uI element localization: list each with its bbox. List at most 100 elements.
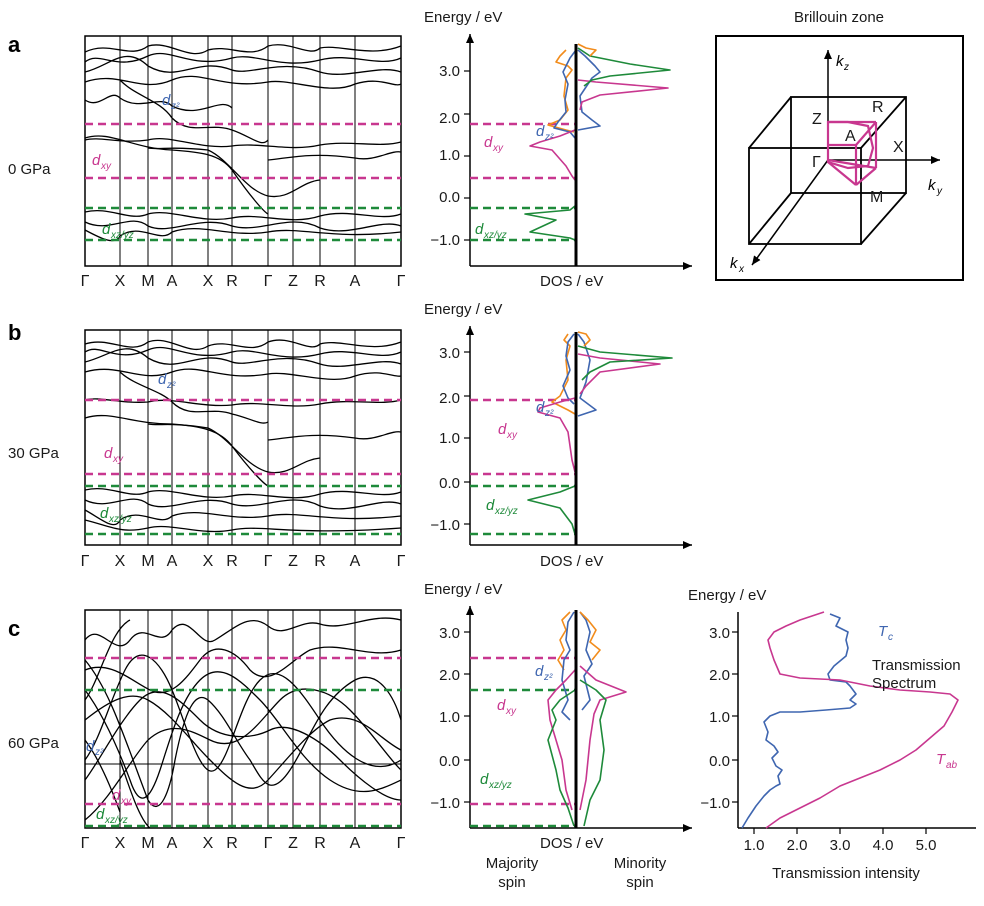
orbital-label-dxzyz-a: d	[102, 221, 111, 238]
ts-x-axis-label: Transmission intensity	[772, 865, 920, 882]
dos-label-dz2-c: d	[535, 663, 544, 680]
bz-title: Brillouin zone	[794, 9, 884, 26]
kpoint-label: Γ	[81, 553, 90, 570]
kpoint-label: A	[350, 273, 361, 290]
orbital-sub-dxy-c: xy	[120, 796, 132, 807]
dos-sub-dxzyz-c: xz/yz	[488, 780, 512, 791]
kpoint-label: X	[203, 835, 214, 852]
dos-axis-label-b: DOS / eV	[540, 553, 603, 570]
ts-y-tick: 0.0	[709, 753, 730, 770]
bz-point-label: X	[893, 139, 904, 156]
band-structure-c: d z² d xy d xz/yz Γ X M A X R Γ Z R A Γ	[81, 609, 406, 852]
kpoint-label: A	[167, 835, 178, 852]
orbital-label-dxy-a: d	[92, 152, 101, 169]
panel-letter-b: b	[8, 320, 21, 345]
dos-label-dxzyz-c: d	[480, 771, 489, 788]
kpoint-label: X	[203, 553, 214, 570]
kpoint-label: R	[314, 273, 326, 290]
ts-title-line1: Transmission	[872, 657, 961, 674]
energy-tick: 1.0	[439, 430, 460, 447]
dos-label-dxy-a: d	[484, 134, 493, 151]
energy-tick: 3.0	[439, 345, 460, 362]
ts-y-tick: −1.0	[700, 795, 730, 812]
energy-axis-label-b: Energy / eV	[424, 301, 502, 318]
bz-kx-label: k	[730, 255, 739, 272]
orbital-label-dxzyz-b: d	[100, 505, 109, 522]
kpoint-label: Z	[288, 553, 298, 570]
bz-ky-label: k	[928, 177, 937, 194]
bz-kz-sub: z	[843, 62, 849, 73]
orbital-sub-dz2-a: z²	[170, 101, 180, 112]
kpoint-label: Γ	[264, 835, 273, 852]
energy-axis-label-a: Energy / eV	[424, 9, 502, 26]
kpoint-label: X	[115, 553, 126, 570]
bz-point-label: A	[845, 128, 856, 145]
panel-a: a 0 GPa	[8, 9, 964, 290]
kpoint-label: Z	[288, 835, 298, 852]
dos-sub-dxy-a: xy	[492, 143, 504, 154]
dos-sub-dxzyz-a: xz/yz	[483, 230, 507, 241]
panel-letter-a: a	[8, 32, 21, 57]
ts-series-sub-tab: ab	[946, 760, 958, 771]
energy-tick: 0.0	[439, 753, 460, 770]
energy-tick: 3.0	[439, 625, 460, 642]
orbital-label-dz2-c: d	[86, 738, 95, 755]
dos-sub-dxzyz-b: xz/yz	[494, 506, 518, 517]
bz-ky-sub: y	[936, 186, 943, 197]
dos-label-dxzyz-b: d	[486, 497, 495, 514]
energy-tick: 2.0	[439, 667, 460, 684]
orbital-sub-dxy-a: xy	[100, 161, 112, 172]
orbital-label-dxy-c: d	[112, 787, 121, 804]
kpoint-label: Γ	[397, 835, 406, 852]
kpoint-label: Γ	[81, 273, 90, 290]
majority-spin-label: Majority	[486, 855, 539, 872]
ts-x-tick: 1.0	[744, 837, 765, 854]
ts-series-label-tab: T	[936, 751, 947, 768]
dos-axis-label-c: DOS / eV	[540, 835, 603, 852]
orbital-sub-dz2-b: z²	[166, 380, 176, 391]
kpoint-label: R	[226, 553, 238, 570]
energy-tick: −1.0	[430, 517, 460, 534]
ts-y-tick: 2.0	[709, 667, 730, 684]
energy-tick: 1.0	[439, 147, 460, 164]
orbital-sub-dxzyz-a: xz/yz	[110, 230, 134, 241]
kpoint-label: R	[226, 273, 238, 290]
kpoint-label: A	[167, 273, 178, 290]
kpoint-label: M	[141, 273, 154, 290]
energy-axis-label-c: Energy / eV	[424, 581, 502, 598]
dos-sub-dz2-a: z²	[544, 132, 554, 143]
pressure-label-b: 30 GPa	[8, 445, 60, 462]
ts-series-label-tc: T	[878, 623, 889, 640]
ts-title-line2: Spectrum	[872, 675, 936, 692]
ts-energy-axis-label: Energy / eV	[688, 587, 766, 604]
bz-point-label: Γ	[812, 154, 821, 171]
dos-plot-c: Energy / eV 3.0 2.0 1.0 0.0 −1.0	[424, 581, 692, 891]
kpoint-label: A	[350, 835, 361, 852]
energy-tick: 1.0	[439, 709, 460, 726]
orbital-label-dxy-b: d	[104, 445, 113, 462]
kpoint-label: Γ	[81, 835, 90, 852]
kpoint-label: Γ	[397, 553, 406, 570]
pressure-label-c: 60 GPa	[8, 735, 60, 752]
dos-plot-a: Energy / eV 3.0 2.0 1.0 0.0 −1.0	[424, 9, 692, 290]
dos-label-dz2-b: d	[536, 399, 545, 416]
band-structure-a: d z² d xy d xz/yz Γ X M A X R Γ Z R A Γ	[81, 35, 406, 290]
panel-c: c 60 GPa	[8, 581, 976, 891]
minority-spin-label: spin	[626, 874, 654, 891]
orbital-sub-dxy-b: xy	[112, 454, 124, 465]
kpoint-label: X	[115, 273, 126, 290]
orbital-sub-dz2-c: z²	[94, 747, 104, 758]
energy-tick: −1.0	[430, 795, 460, 812]
bz-kx-sub: x	[738, 264, 745, 275]
orbital-sub-dxzyz-b: xz/yz	[108, 514, 132, 525]
ts-x-tick: 5.0	[916, 837, 937, 854]
energy-tick: 0.0	[439, 189, 460, 206]
panel-letter-c: c	[8, 616, 20, 641]
band-structure-b: d z² d xy d xz/yz Γ X M A X R Γ Z R A Γ	[81, 329, 406, 570]
kpoint-label: A	[350, 553, 361, 570]
orbital-label-dz2-b: d	[158, 371, 167, 388]
kpoint-label: X	[203, 273, 214, 290]
kpoint-label: M	[141, 835, 154, 852]
dos-label-dz2-a: d	[536, 123, 545, 140]
kpoint-label: Γ	[397, 273, 406, 290]
